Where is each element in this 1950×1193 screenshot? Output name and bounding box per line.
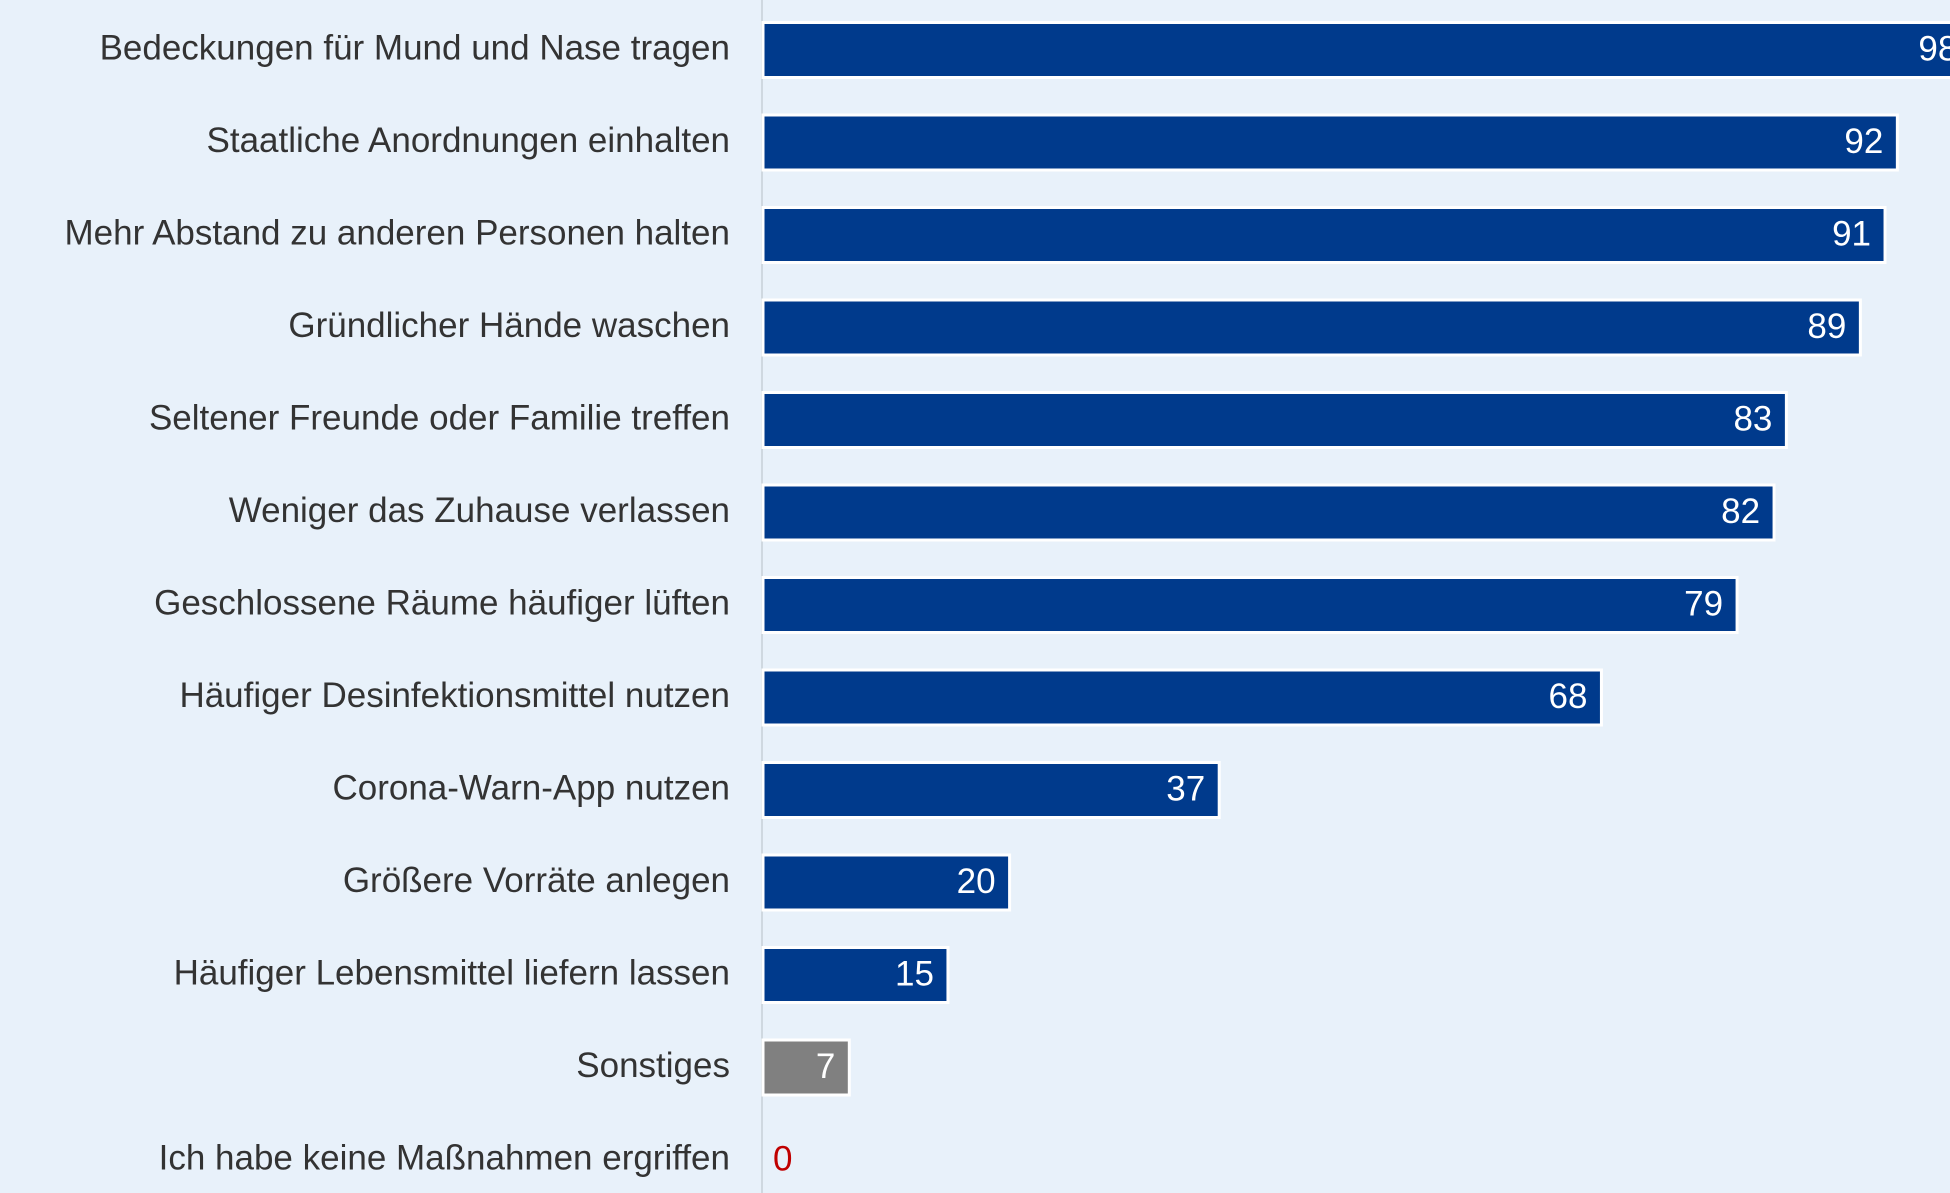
bar	[761, 483, 1776, 542]
bar	[761, 1038, 851, 1097]
value-label: 37	[1166, 769, 1205, 808]
category-label: Mehr Abstand zu anderen Personen halten	[65, 213, 730, 252]
category-label: Häufiger Desinfektionsmittel nutzen	[179, 676, 730, 715]
bar	[761, 761, 1221, 819]
bar	[761, 21, 1950, 79]
value-label: 89	[1807, 307, 1846, 346]
category-label: Ich habe keine Maßnahmen ergriffen	[159, 1138, 730, 1177]
bar	[761, 113, 1899, 172]
category-label: Größere Vorräte anlegen	[343, 861, 730, 900]
category-label: Seltener Freunde oder Familie treffen	[149, 398, 730, 437]
category-label: Gründlicher Hände waschen	[288, 306, 730, 345]
value-label: 83	[1733, 399, 1772, 438]
bar	[761, 853, 1012, 912]
bar	[761, 298, 1862, 357]
value-label: 91	[1832, 214, 1871, 253]
bar	[761, 668, 1603, 727]
value-label: 79	[1684, 584, 1723, 623]
category-label: Weniger das Zuhause verlassen	[229, 491, 730, 530]
value-label: 0	[773, 1139, 792, 1178]
category-label: Bedeckungen für Mund und Nase tragen	[100, 28, 730, 67]
value-label: 68	[1549, 677, 1588, 716]
category-label: Corona-Warn-App nutzen	[332, 768, 730, 807]
category-label: Häufiger Lebensmittel liefern lassen	[174, 953, 730, 992]
value-label: 7	[816, 1047, 835, 1086]
bar	[761, 206, 1887, 264]
category-label: Geschlossene Räume häufiger lüften	[154, 583, 730, 622]
value-label: 15	[895, 954, 934, 993]
value-label: 98	[1918, 29, 1950, 68]
value-label: 92	[1844, 122, 1883, 161]
category-label: Sonstiges	[576, 1046, 730, 1085]
value-label: 82	[1721, 492, 1760, 531]
bar	[761, 391, 1788, 449]
value-label: 20	[957, 862, 996, 901]
bar	[761, 576, 1739, 634]
bar	[761, 946, 950, 1004]
category-label: Staatliche Anordnungen einhalten	[207, 121, 730, 160]
